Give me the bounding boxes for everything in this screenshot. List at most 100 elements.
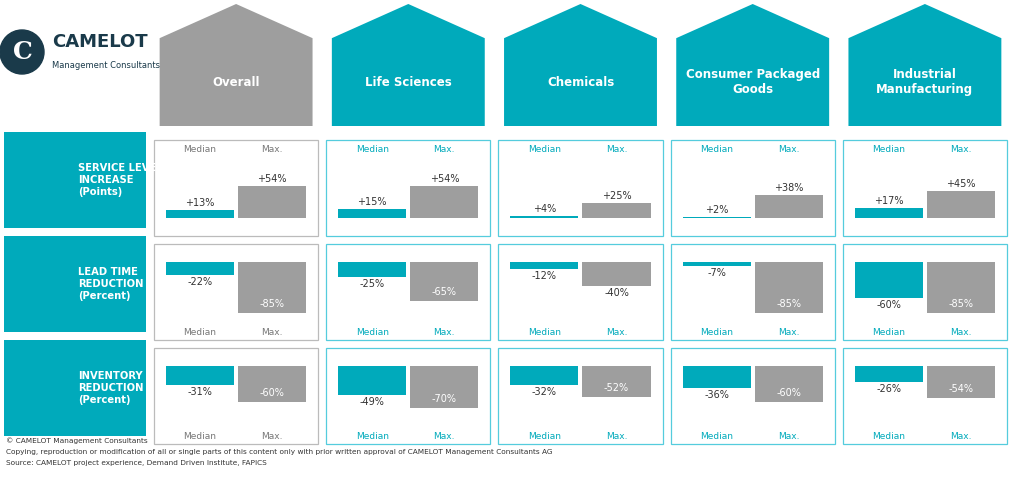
- FancyBboxPatch shape: [339, 366, 406, 395]
- Text: -85%: -85%: [260, 299, 285, 309]
- Text: SERVICE LEVEL
INCREASE
(Points): SERVICE LEVEL INCREASE (Points): [78, 163, 163, 197]
- FancyBboxPatch shape: [239, 366, 306, 402]
- FancyBboxPatch shape: [498, 348, 662, 444]
- FancyBboxPatch shape: [670, 140, 835, 236]
- Text: Median: Median: [356, 328, 389, 337]
- Text: Max.: Max.: [262, 328, 283, 337]
- Text: Median: Median: [528, 145, 561, 154]
- Text: -32%: -32%: [532, 387, 557, 397]
- Text: Life Sciences: Life Sciences: [365, 76, 452, 89]
- Polygon shape: [160, 4, 312, 126]
- FancyBboxPatch shape: [4, 236, 146, 332]
- FancyBboxPatch shape: [239, 185, 306, 218]
- Text: -7%: -7%: [708, 268, 726, 278]
- FancyBboxPatch shape: [854, 208, 923, 218]
- Text: CAMELOT: CAMELOT: [52, 33, 148, 51]
- Text: +25%: +25%: [602, 191, 631, 201]
- FancyBboxPatch shape: [327, 140, 490, 236]
- Text: Max.: Max.: [778, 145, 800, 154]
- FancyBboxPatch shape: [754, 195, 823, 218]
- Text: Median: Median: [184, 145, 216, 154]
- Text: -22%: -22%: [187, 277, 212, 287]
- FancyBboxPatch shape: [754, 262, 823, 313]
- FancyBboxPatch shape: [327, 348, 490, 444]
- Text: +17%: +17%: [875, 196, 904, 206]
- FancyBboxPatch shape: [410, 262, 478, 301]
- FancyBboxPatch shape: [498, 140, 662, 236]
- Text: Max.: Max.: [950, 145, 972, 154]
- Text: -40%: -40%: [605, 288, 629, 298]
- Text: Overall: Overall: [212, 76, 260, 89]
- Text: +54%: +54%: [258, 174, 287, 183]
- FancyBboxPatch shape: [682, 366, 751, 387]
- Text: Management Consultants: Management Consultants: [52, 61, 160, 70]
- FancyBboxPatch shape: [154, 140, 318, 236]
- Polygon shape: [332, 4, 484, 126]
- FancyBboxPatch shape: [843, 244, 1007, 340]
- Text: +13%: +13%: [185, 198, 214, 208]
- Text: -31%: -31%: [188, 386, 212, 397]
- FancyBboxPatch shape: [927, 262, 995, 313]
- Text: Chemicals: Chemicals: [547, 76, 614, 89]
- FancyBboxPatch shape: [582, 366, 651, 397]
- Text: +2%: +2%: [705, 205, 728, 215]
- Text: Median: Median: [528, 432, 561, 441]
- FancyBboxPatch shape: [754, 366, 823, 402]
- FancyBboxPatch shape: [239, 262, 306, 313]
- FancyBboxPatch shape: [511, 262, 578, 269]
- FancyBboxPatch shape: [854, 262, 923, 298]
- Text: +45%: +45%: [946, 179, 976, 189]
- Text: Industrial
Manufacturing: Industrial Manufacturing: [877, 68, 974, 96]
- FancyBboxPatch shape: [670, 348, 835, 444]
- FancyBboxPatch shape: [498, 244, 662, 340]
- FancyBboxPatch shape: [154, 244, 318, 340]
- FancyBboxPatch shape: [670, 244, 835, 340]
- Text: Max.: Max.: [606, 328, 627, 337]
- FancyBboxPatch shape: [582, 203, 651, 218]
- Text: Median: Median: [356, 145, 389, 154]
- Text: «: «: [30, 57, 37, 67]
- Text: Max.: Max.: [262, 432, 283, 441]
- Text: Median: Median: [701, 328, 733, 337]
- Text: -52%: -52%: [604, 383, 629, 393]
- FancyBboxPatch shape: [339, 209, 406, 218]
- Text: -36%: -36%: [705, 389, 729, 400]
- Text: INVENTORY
REDUCTION
(Percent): INVENTORY REDUCTION (Percent): [78, 371, 144, 405]
- Text: Copying, reproduction or modification of all or single parts of this content onl: Copying, reproduction or modification of…: [6, 448, 552, 454]
- FancyBboxPatch shape: [582, 262, 651, 286]
- FancyBboxPatch shape: [327, 244, 490, 340]
- FancyBboxPatch shape: [927, 366, 995, 398]
- FancyBboxPatch shape: [682, 217, 751, 218]
- Text: -70%: -70%: [432, 394, 457, 404]
- Text: -12%: -12%: [532, 271, 557, 281]
- Text: Max.: Max.: [262, 145, 283, 154]
- FancyBboxPatch shape: [843, 140, 1007, 236]
- Text: -49%: -49%: [360, 397, 385, 407]
- Text: -60%: -60%: [776, 388, 801, 398]
- Text: +54%: +54%: [430, 174, 459, 183]
- Text: Median: Median: [184, 328, 216, 337]
- Text: © CAMELOT Management Consultants: © CAMELOT Management Consultants: [6, 437, 148, 444]
- Text: -54%: -54%: [948, 385, 974, 394]
- Text: Median: Median: [356, 432, 389, 441]
- Text: +4%: +4%: [533, 203, 556, 214]
- FancyBboxPatch shape: [511, 216, 578, 218]
- Polygon shape: [504, 4, 657, 126]
- Text: Max.: Max.: [434, 328, 455, 337]
- Text: Consumer Packaged
Goods: Consumer Packaged Goods: [685, 68, 820, 96]
- FancyBboxPatch shape: [166, 366, 235, 385]
- FancyBboxPatch shape: [927, 191, 995, 218]
- Text: Median: Median: [701, 145, 733, 154]
- Text: Max.: Max.: [434, 432, 455, 441]
- Text: Max.: Max.: [434, 145, 455, 154]
- Text: Source: CAMELOT project experience, Demand Driven Institute, FAPICS: Source: CAMELOT project experience, Dema…: [6, 460, 267, 466]
- Text: Median: Median: [872, 328, 905, 337]
- FancyBboxPatch shape: [410, 185, 478, 218]
- Circle shape: [0, 30, 44, 74]
- FancyBboxPatch shape: [854, 366, 923, 382]
- Text: Median: Median: [528, 328, 561, 337]
- Text: LEAD TIME
REDUCTION
(Percent): LEAD TIME REDUCTION (Percent): [78, 267, 144, 301]
- Text: Median: Median: [872, 145, 905, 154]
- FancyBboxPatch shape: [410, 366, 478, 408]
- FancyBboxPatch shape: [166, 210, 235, 218]
